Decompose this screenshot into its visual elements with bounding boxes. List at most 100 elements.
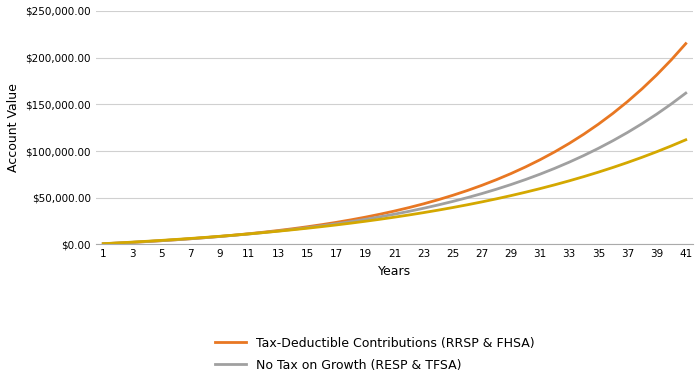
Tax-Deductible Contributions (RRSP & FHSA) bbox=[128, 240, 136, 245]
No Tax on Growth (RESP & TFSA) bbox=[346, 219, 355, 224]
No Tax on Growth (RESP & TFSA) bbox=[536, 172, 545, 176]
Un-Registered Account bbox=[303, 226, 312, 230]
No Tax on Growth (RESP & TFSA) bbox=[230, 233, 239, 238]
Un-Registered Account bbox=[492, 197, 500, 201]
No Tax on Growth (RESP & TFSA) bbox=[288, 227, 297, 232]
Tax-Deductible Contributions (RRSP & FHSA) bbox=[158, 238, 166, 243]
Tax-Deductible Contributions (RRSP & FHSA) bbox=[230, 233, 239, 237]
Un-Registered Account bbox=[463, 203, 472, 207]
No Tax on Growth (RESP & TFSA) bbox=[434, 203, 442, 207]
Tax-Deductible Contributions (RRSP & FHSA) bbox=[536, 158, 545, 162]
No Tax on Growth (RESP & TFSA) bbox=[623, 130, 631, 135]
Tax-Deductible Contributions (RRSP & FHSA) bbox=[143, 239, 151, 244]
No Tax on Growth (RESP & TFSA) bbox=[274, 229, 282, 233]
Tax-Deductible Contributions (RRSP & FHSA) bbox=[419, 202, 428, 206]
No Tax on Growth (RESP & TFSA) bbox=[259, 230, 267, 235]
Tax-Deductible Contributions (RRSP & FHSA) bbox=[405, 205, 413, 210]
Tax-Deductible Contributions (RRSP & FHSA) bbox=[259, 230, 267, 235]
No Tax on Growth (RESP & TFSA) bbox=[477, 191, 486, 196]
Un-Registered Account bbox=[477, 200, 486, 204]
Un-Registered Account bbox=[245, 232, 253, 236]
No Tax on Growth (RESP & TFSA) bbox=[332, 221, 340, 226]
Un-Registered Account bbox=[201, 235, 209, 240]
Tax-Deductible Contributions (RRSP & FHSA) bbox=[565, 141, 573, 146]
No Tax on Growth (RESP & TFSA) bbox=[143, 239, 151, 244]
Tax-Deductible Contributions (RRSP & FHSA) bbox=[522, 165, 530, 169]
Tax-Deductible Contributions (RRSP & FHSA) bbox=[245, 232, 253, 236]
Tax-Deductible Contributions (RRSP & FHSA) bbox=[303, 224, 312, 229]
Tax-Deductible Contributions (RRSP & FHSA) bbox=[288, 226, 297, 231]
No Tax on Growth (RESP & TFSA) bbox=[550, 166, 559, 171]
Legend: Tax-Deductible Contributions (RRSP & FHSA), No Tax on Growth (RESP & TFSA), Un-R: Tax-Deductible Contributions (RRSP & FHS… bbox=[210, 332, 540, 376]
Un-Registered Account bbox=[318, 224, 326, 229]
Tax-Deductible Contributions (RRSP & FHSA) bbox=[492, 177, 500, 182]
No Tax on Growth (RESP & TFSA) bbox=[318, 224, 326, 228]
Un-Registered Account bbox=[332, 223, 340, 227]
No Tax on Growth (RESP & TFSA) bbox=[565, 160, 573, 164]
Un-Registered Account bbox=[288, 227, 297, 232]
Un-Registered Account bbox=[536, 186, 545, 191]
Tax-Deductible Contributions (RRSP & FHSA) bbox=[99, 241, 108, 246]
Line: No Tax on Growth (RESP & TFSA): No Tax on Growth (RESP & TFSA) bbox=[104, 93, 686, 244]
Tax-Deductible Contributions (RRSP & FHSA) bbox=[113, 241, 122, 246]
Tax-Deductible Contributions (RRSP & FHSA) bbox=[434, 197, 442, 202]
Tax-Deductible Contributions (RRSP & FHSA) bbox=[361, 215, 370, 220]
Un-Registered Account bbox=[186, 236, 195, 241]
Un-Registered Account bbox=[609, 165, 617, 170]
Line: Tax-Deductible Contributions (RRSP & FHSA): Tax-Deductible Contributions (RRSP & FHS… bbox=[104, 44, 686, 244]
No Tax on Growth (RESP & TFSA) bbox=[303, 225, 312, 230]
Un-Registered Account bbox=[158, 238, 166, 243]
No Tax on Growth (RESP & TFSA) bbox=[594, 146, 603, 151]
Un-Registered Account bbox=[522, 190, 530, 194]
No Tax on Growth (RESP & TFSA) bbox=[113, 241, 122, 245]
Tax-Deductible Contributions (RRSP & FHSA) bbox=[638, 86, 646, 91]
X-axis label: Years: Years bbox=[378, 265, 411, 278]
Tax-Deductible Contributions (RRSP & FHSA) bbox=[186, 237, 195, 241]
No Tax on Growth (RESP & TFSA) bbox=[405, 209, 413, 214]
Un-Registered Account bbox=[376, 217, 384, 221]
Un-Registered Account bbox=[216, 234, 224, 238]
Tax-Deductible Contributions (RRSP & FHSA) bbox=[376, 212, 384, 217]
Tax-Deductible Contributions (RRSP & FHSA) bbox=[346, 218, 355, 222]
No Tax on Growth (RESP & TFSA) bbox=[376, 215, 384, 219]
Y-axis label: Account Value: Account Value bbox=[7, 83, 20, 172]
No Tax on Growth (RESP & TFSA) bbox=[638, 121, 646, 126]
Un-Registered Account bbox=[434, 208, 442, 212]
No Tax on Growth (RESP & TFSA) bbox=[245, 232, 253, 236]
No Tax on Growth (RESP & TFSA) bbox=[99, 241, 108, 246]
Un-Registered Account bbox=[550, 183, 559, 187]
Un-Registered Account bbox=[346, 221, 355, 225]
Tax-Deductible Contributions (RRSP & FHSA) bbox=[550, 150, 559, 154]
Un-Registered Account bbox=[172, 237, 181, 242]
Un-Registered Account bbox=[274, 229, 282, 233]
No Tax on Growth (RESP & TFSA) bbox=[158, 238, 166, 243]
Un-Registered Account bbox=[449, 205, 457, 210]
Tax-Deductible Contributions (RRSP & FHSA) bbox=[449, 193, 457, 197]
No Tax on Growth (RESP & TFSA) bbox=[391, 212, 399, 217]
Un-Registered Account bbox=[565, 179, 573, 183]
Un-Registered Account bbox=[667, 144, 676, 148]
Un-Registered Account bbox=[507, 193, 515, 198]
Un-Registered Account bbox=[594, 170, 603, 174]
Un-Registered Account bbox=[99, 241, 108, 246]
No Tax on Growth (RESP & TFSA) bbox=[652, 112, 661, 117]
No Tax on Growth (RESP & TFSA) bbox=[449, 199, 457, 204]
Tax-Deductible Contributions (RRSP & FHSA) bbox=[507, 171, 515, 176]
Tax-Deductible Contributions (RRSP & FHSA) bbox=[682, 41, 690, 46]
No Tax on Growth (RESP & TFSA) bbox=[580, 153, 588, 158]
Tax-Deductible Contributions (RRSP & FHSA) bbox=[201, 235, 209, 240]
Un-Registered Account bbox=[361, 219, 370, 223]
No Tax on Growth (RESP & TFSA) bbox=[609, 138, 617, 143]
Tax-Deductible Contributions (RRSP & FHSA) bbox=[594, 122, 603, 126]
Tax-Deductible Contributions (RRSP & FHSA) bbox=[274, 228, 282, 233]
No Tax on Growth (RESP & TFSA) bbox=[186, 237, 195, 241]
No Tax on Growth (RESP & TFSA) bbox=[419, 206, 428, 211]
No Tax on Growth (RESP & TFSA) bbox=[667, 102, 676, 106]
Un-Registered Account bbox=[391, 215, 399, 220]
Tax-Deductible Contributions (RRSP & FHSA) bbox=[463, 188, 472, 193]
Tax-Deductible Contributions (RRSP & FHSA) bbox=[318, 223, 326, 227]
Un-Registered Account bbox=[259, 230, 267, 235]
Un-Registered Account bbox=[682, 138, 690, 142]
Tax-Deductible Contributions (RRSP & FHSA) bbox=[332, 220, 340, 224]
Un-Registered Account bbox=[128, 240, 136, 244]
